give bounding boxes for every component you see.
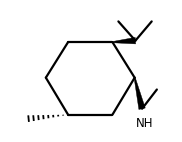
Polygon shape — [112, 37, 136, 44]
Text: NH: NH — [136, 117, 153, 130]
Polygon shape — [134, 78, 145, 109]
